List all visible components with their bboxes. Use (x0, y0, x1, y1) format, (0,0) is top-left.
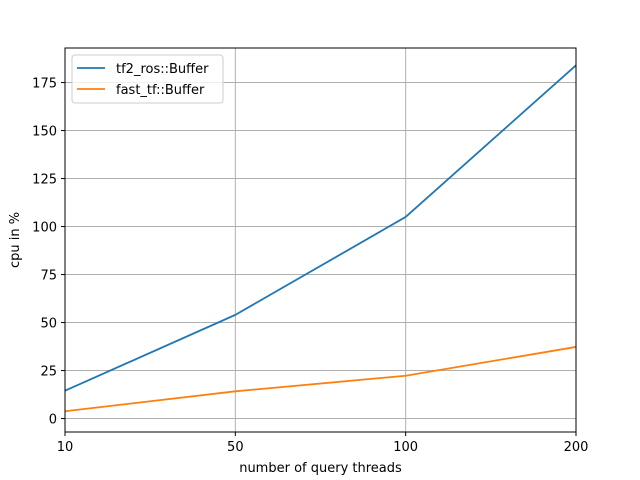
plot-frame (64, 47, 577, 433)
y-tick-label: 125 (32, 173, 57, 188)
y-tick-label: 0 (49, 413, 57, 428)
legend-label: fast_tf::Buffer (116, 83, 205, 98)
y-tick-label: 25 (40, 365, 57, 380)
y-tick-label: 150 (32, 125, 57, 140)
legend-box (71, 54, 224, 104)
series-lines (64, 64, 577, 413)
x-tick-label: 100 (393, 440, 418, 455)
y-tick-label: 100 (32, 221, 57, 236)
x-tick-label: 10 (57, 440, 74, 455)
grid-lines (64, 48, 577, 432)
x-axis-label: number of query threads (239, 461, 402, 476)
y-tick-label: 50 (40, 317, 57, 332)
x-axis-ticks: 10 50 100 200 (57, 432, 589, 455)
y-axis-label: cpu in % (8, 212, 23, 268)
series-line-1 (64, 346, 577, 413)
y-tick-label: 75 (40, 269, 57, 284)
x-tick-label: 50 (227, 440, 244, 455)
legend-label: tf2_ros::Buffer (116, 62, 209, 77)
y-tick-label: 175 (32, 77, 57, 92)
x-tick-label: 200 (564, 440, 589, 455)
series-line-0 (64, 64, 577, 392)
y-axis-ticks: 0 25 50 75 100 125 150 175 (32, 77, 65, 428)
